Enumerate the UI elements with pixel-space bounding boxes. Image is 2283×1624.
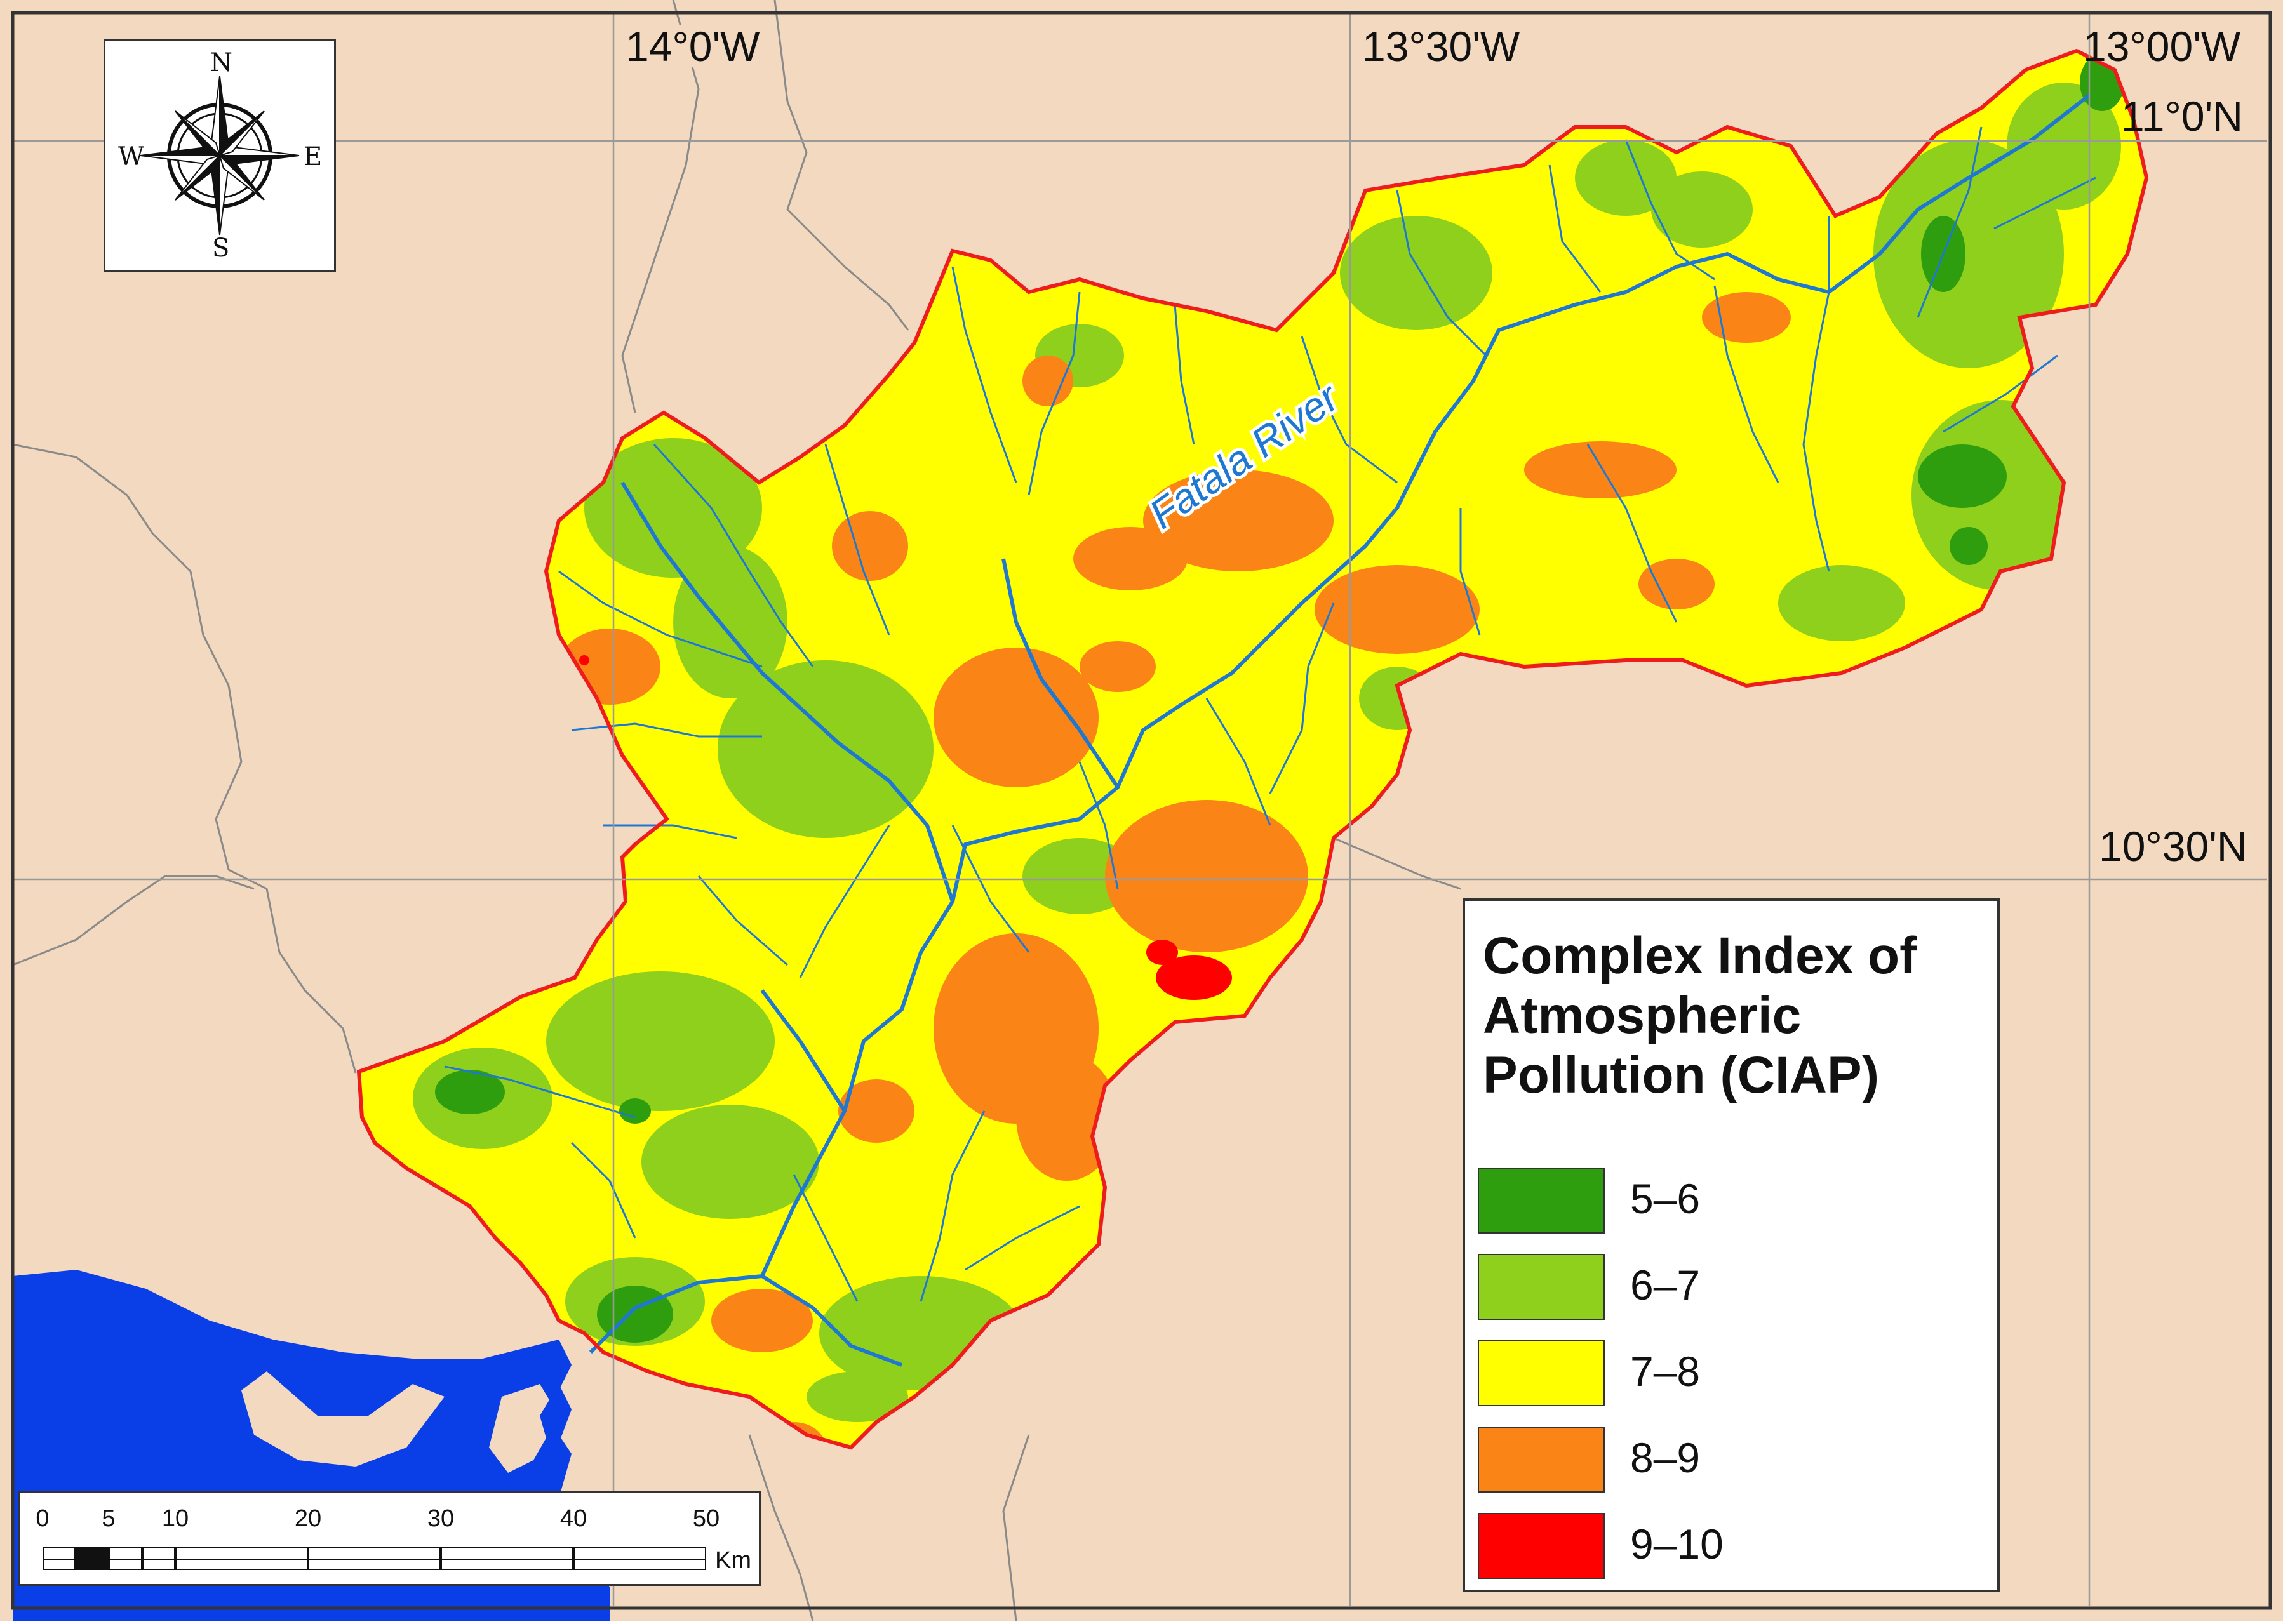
compass-north-label: N (210, 48, 232, 77)
legend-swatch-8-9 (1478, 1427, 1605, 1493)
scale-segment (441, 1547, 573, 1570)
legend-title-line-1: Complex Index of (1483, 927, 1917, 985)
scale-segment (308, 1547, 441, 1570)
tributary-network (444, 126, 2096, 1302)
scale-segment (175, 1547, 308, 1570)
scale-tick-50: 50 (692, 1505, 720, 1532)
longitude-label-13-00w: 13°00'W (2083, 23, 2241, 70)
latitude-label-10-30n: 10°30'N (2099, 823, 2247, 870)
latitude-label-11-0n: 11°0'N (2121, 93, 2243, 140)
legend-label-5-6: 5–6 (1630, 1175, 1701, 1222)
compass-rose-icon (140, 76, 300, 236)
legend-label-6-7: 6–7 (1630, 1261, 1701, 1308)
legend-item-9-10: 9–10 (1478, 1513, 1986, 1579)
legend: Complex Index of Atmospheric Pollution (… (1463, 898, 2000, 1592)
fatala-river (589, 93, 2091, 1354)
legend-title: Complex Index of Atmospheric Pollution (… (1483, 926, 1991, 1105)
scale-tick-5: 5 (102, 1505, 116, 1532)
estuary-island (489, 1384, 559, 1473)
scale-tick-20: 20 (294, 1505, 322, 1532)
scale-tick-0: 0 (36, 1505, 50, 1532)
longitude-label-14-0w: 14°0'W (626, 23, 760, 70)
north-arrow: N S E W (104, 39, 336, 272)
scale-unit-label: Km (715, 1547, 751, 1574)
legend-swatch-5-6 (1478, 1168, 1605, 1234)
main-rivers (589, 93, 2091, 1367)
compass-south-label: S (212, 234, 230, 263)
legend-swatch-6-7 (1478, 1254, 1605, 1320)
legend-item-7-8: 7–8 (1478, 1340, 1986, 1406)
admin-borders (12, 0, 1461, 1621)
scale-tick-40: 40 (559, 1505, 587, 1532)
scale-segment (573, 1547, 706, 1570)
basin-boundary (356, 48, 2149, 1450)
map-frame (11, 11, 2272, 1610)
scale-segment (109, 1547, 142, 1570)
scale-bar: 0 5 10 20 30 40 50 Km (18, 1491, 761, 1586)
class-8-9-patches (559, 292, 1791, 1448)
legend-title-line-3: Pollution (CIAP) (1483, 1046, 1880, 1104)
scale-tick-30: 30 (427, 1505, 455, 1532)
legend-label-7-8: 7–8 (1630, 1348, 1701, 1395)
pollution-classes (413, 54, 2124, 1448)
legend-swatch-7-8 (1478, 1340, 1605, 1406)
legend-item-5-6: 5–6 (1478, 1168, 1986, 1234)
longitude-label-13-30w: 13°30'W (1362, 23, 1520, 70)
legend-title-line-2: Atmospheric (1483, 987, 1802, 1044)
estuary-inlet (540, 1384, 572, 1460)
graticule-lines (13, 13, 2267, 1606)
legend-item-8-9: 8–9 (1478, 1427, 1986, 1493)
legend-swatch-9-10 (1478, 1513, 1605, 1579)
scale-segment (43, 1547, 76, 1570)
legend-label-8-9: 8–9 (1630, 1434, 1701, 1481)
class-9-10-patches (579, 655, 1232, 1000)
scale-segment (142, 1547, 175, 1570)
compass-west-label: W (118, 142, 145, 171)
legend-item-6-7: 6–7 (1478, 1254, 1986, 1320)
basin-fill (359, 51, 2146, 1448)
estuary-channel (241, 1371, 445, 1467)
class-6-7-patches (413, 83, 2121, 1422)
scale-segment (76, 1547, 109, 1570)
scale-tick-10: 10 (161, 1505, 189, 1532)
compass-east-label: E (304, 142, 323, 171)
legend-label-9-10: 9–10 (1630, 1521, 1724, 1567)
